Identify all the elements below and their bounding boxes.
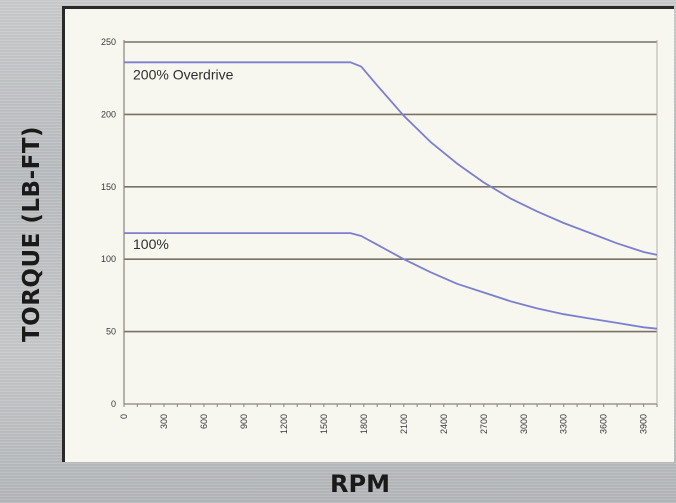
x-tick-3000: 3000	[519, 414, 529, 434]
annotation-0: 200% Overdrive	[133, 66, 234, 82]
x-tick-900: 900	[239, 414, 249, 429]
y-tick-100: 100	[101, 254, 116, 264]
x-tick-300: 300	[159, 414, 169, 429]
x-tick-2400: 2400	[439, 414, 449, 434]
x-tick-2100: 2100	[399, 414, 409, 434]
series-line-1	[124, 232, 658, 330]
y-tick-150: 150	[101, 182, 116, 192]
x-tick-0: 0	[119, 414, 129, 419]
x-axis-label: RPM	[330, 470, 390, 498]
x-tick-600: 600	[199, 414, 209, 429]
x-tick-1200: 1200	[279, 414, 289, 434]
y-tick-200: 200	[101, 109, 116, 119]
y-axis-label-text: TORQUE (LB-FT)	[19, 125, 45, 343]
y-tick-50: 50	[106, 327, 116, 337]
x-tick-3600: 3600	[599, 414, 609, 434]
y-tick-0: 0	[111, 399, 116, 409]
y-tick-250: 250	[101, 37, 116, 47]
annotations: 200% Overdrive 100%	[133, 66, 234, 252]
series-line-0	[124, 61, 658, 256]
x-tick-1800: 1800	[359, 414, 369, 434]
x-tick-3900: 3900	[639, 414, 649, 434]
series-lines	[124, 61, 658, 330]
grid-lines	[124, 41, 657, 333]
annotation-1: 100%	[133, 236, 169, 252]
axes	[123, 40, 658, 407]
y-axis-label: TORQUE (LB-FT)	[4, 126, 60, 342]
x-tick-1500: 1500	[319, 414, 329, 434]
y-tick-labels: 0 50 100 150 200 250	[101, 37, 116, 409]
x-tick-3300: 3300	[559, 414, 569, 434]
x-tick-2700: 2700	[479, 414, 489, 434]
x-tick-labels: 0 300 600 900 1200 1500 1800 2100 2400 2700 3000 33…	[119, 414, 649, 434]
